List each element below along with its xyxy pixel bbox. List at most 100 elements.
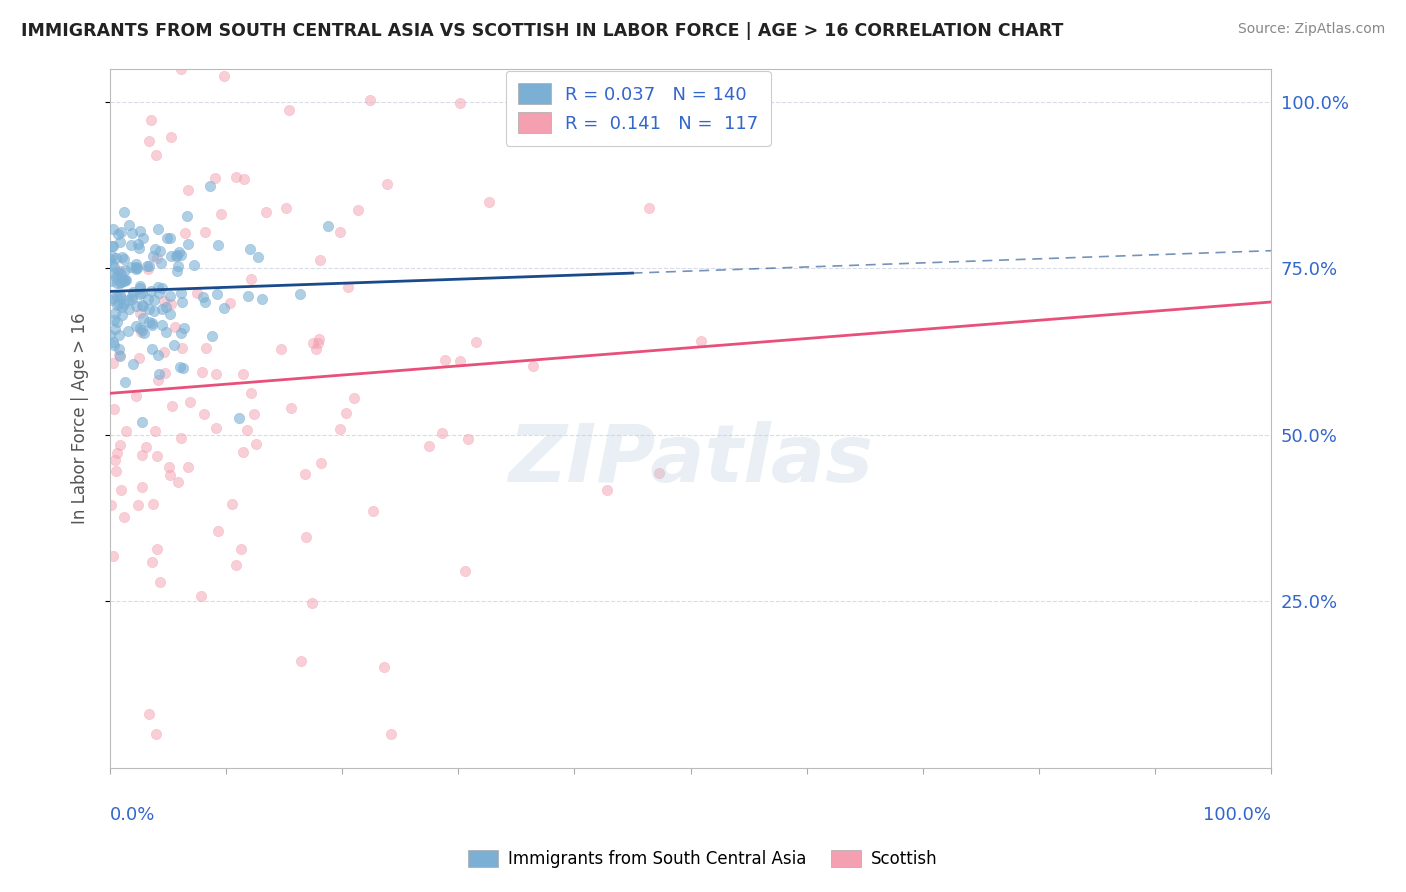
Point xyxy=(329,225,352,239)
Point xyxy=(138,707,160,722)
Point xyxy=(128,279,150,293)
Point xyxy=(308,332,330,346)
Point xyxy=(207,524,229,539)
Point xyxy=(375,177,398,191)
Point xyxy=(194,341,217,355)
Point xyxy=(107,227,129,242)
Point xyxy=(170,326,193,340)
Point xyxy=(125,299,148,313)
Point xyxy=(236,289,259,303)
Point xyxy=(111,300,134,314)
Point xyxy=(108,288,131,302)
Point xyxy=(177,183,200,197)
Point xyxy=(160,130,183,145)
Point xyxy=(132,231,155,245)
Point xyxy=(301,596,323,610)
Point xyxy=(110,275,132,289)
Point xyxy=(132,326,155,340)
Point xyxy=(288,287,311,301)
Point xyxy=(131,480,153,494)
Point xyxy=(138,134,160,148)
Point xyxy=(228,410,250,425)
Point xyxy=(150,302,173,317)
Point xyxy=(170,248,193,262)
Point xyxy=(152,281,174,295)
Point xyxy=(104,322,127,336)
Point xyxy=(153,294,176,309)
Point xyxy=(190,589,212,603)
Point xyxy=(115,272,138,286)
Point xyxy=(146,348,169,362)
Point xyxy=(112,274,135,288)
Point xyxy=(98,252,121,267)
Point xyxy=(155,325,177,339)
Point xyxy=(418,439,440,453)
Legend: R = 0.037   N = 140, R =  0.141   N =  117: R = 0.037 N = 140, R = 0.141 N = 117 xyxy=(506,70,770,145)
Point xyxy=(169,431,191,445)
Point xyxy=(359,93,381,107)
Point xyxy=(159,468,181,483)
Point xyxy=(108,297,131,311)
Point xyxy=(103,313,125,327)
Point xyxy=(200,178,222,193)
Point xyxy=(361,504,384,518)
Point xyxy=(380,727,402,741)
Point xyxy=(595,483,617,497)
Point xyxy=(173,321,195,335)
Point xyxy=(108,235,131,249)
Point xyxy=(373,659,395,673)
Point xyxy=(152,344,174,359)
Point xyxy=(136,261,159,276)
Point xyxy=(290,654,312,668)
Point xyxy=(295,530,318,544)
Point xyxy=(142,497,165,511)
Point xyxy=(108,328,131,343)
Point xyxy=(193,294,215,309)
Point xyxy=(141,342,163,356)
Point xyxy=(128,351,150,366)
Point xyxy=(343,391,366,405)
Point xyxy=(225,169,247,184)
Point xyxy=(177,460,200,475)
Point xyxy=(112,510,135,524)
Point xyxy=(690,334,713,348)
Point xyxy=(143,293,166,308)
Legend: Immigrants from South Central Asia, Scottish: Immigrants from South Central Asia, Scot… xyxy=(461,843,945,875)
Point xyxy=(138,301,160,316)
Point xyxy=(165,249,187,263)
Point xyxy=(103,222,125,236)
Text: 0.0%: 0.0% xyxy=(110,806,156,824)
Point xyxy=(105,315,128,329)
Point xyxy=(170,62,193,76)
Point xyxy=(121,289,143,303)
Point xyxy=(247,250,270,264)
Point xyxy=(131,298,153,312)
Point xyxy=(205,421,228,435)
Point xyxy=(280,401,302,415)
Text: Source: ZipAtlas.com: Source: ZipAtlas.com xyxy=(1237,22,1385,37)
Point xyxy=(179,395,201,409)
Point xyxy=(232,368,254,382)
Point xyxy=(131,415,153,429)
Point xyxy=(304,342,326,356)
Point xyxy=(302,336,325,351)
Y-axis label: In Labor Force | Age > 16: In Labor Force | Age > 16 xyxy=(72,312,89,524)
Point xyxy=(105,277,128,291)
Point xyxy=(125,318,148,333)
Point xyxy=(132,311,155,326)
Point xyxy=(176,209,198,223)
Point xyxy=(118,302,141,317)
Point xyxy=(107,446,129,460)
Point xyxy=(101,238,124,252)
Point xyxy=(464,335,486,350)
Point xyxy=(103,260,125,274)
Point xyxy=(309,456,332,470)
Point xyxy=(129,286,152,301)
Point xyxy=(118,218,141,232)
Point xyxy=(138,259,160,273)
Point xyxy=(163,320,186,334)
Point xyxy=(110,267,132,281)
Point xyxy=(159,231,181,245)
Point xyxy=(145,252,167,266)
Point xyxy=(309,252,332,267)
